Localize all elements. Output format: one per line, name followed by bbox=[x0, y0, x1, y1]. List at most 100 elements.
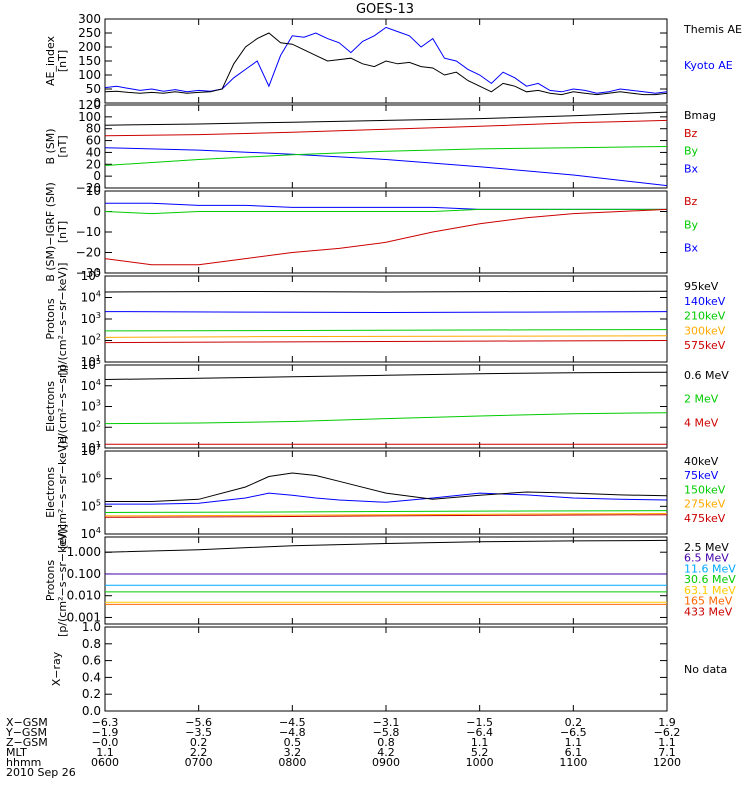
y-tick-label: 101 bbox=[81, 354, 101, 369]
ephemeris-value: −4.5 bbox=[279, 716, 306, 729]
panel-3: −30 −20 −10 0 10 B (SM)−IGRF (SM)[nT] Bz By Bx bbox=[44, 182, 699, 282]
series-line-bmag bbox=[104, 111, 668, 126]
ephemeris-value: 0.2 bbox=[565, 716, 583, 729]
ephemeris-row-label: MLT bbox=[6, 746, 27, 759]
y-tick-label: 105 bbox=[81, 268, 101, 283]
ephemeris-value: 0900 bbox=[372, 756, 400, 769]
y-axis-label: Protons[p/(cm²−s−sr−keV)] bbox=[44, 524, 69, 637]
ephemeris-value: −5.6 bbox=[185, 716, 212, 729]
legend-entry: Bmag bbox=[684, 109, 716, 122]
ephemeris-value: 0800 bbox=[278, 756, 306, 769]
series-line-bx bbox=[105, 202, 667, 210]
ephemeris-value: −3.1 bbox=[373, 716, 400, 729]
y-axis-label: Electrons[e/(cm²−s−sr−keV)] bbox=[44, 436, 69, 549]
ephemeris-row-label: Z−GSM bbox=[6, 736, 48, 749]
y-tick-label: 0.2 bbox=[82, 687, 101, 701]
panel-5: 101 102 103 104 105 Electrons[e/(cm²−s−sr)] 0.… bbox=[44, 357, 729, 455]
y-tick-label: 100 bbox=[78, 68, 101, 82]
y-tick-label: 102 bbox=[81, 419, 101, 434]
panel-frame bbox=[104, 364, 668, 449]
legend-entry: 210keV bbox=[684, 310, 726, 323]
y-tick-label: 0.6 bbox=[82, 654, 101, 668]
y-tick-label: 101 bbox=[81, 440, 101, 455]
legend-entry: Bx bbox=[684, 162, 699, 175]
y-tick-label: 250 bbox=[78, 26, 101, 40]
no-data-note: No data bbox=[684, 663, 727, 676]
y-tick-label: 103 bbox=[81, 311, 101, 326]
ephemeris-value: 1100 bbox=[559, 756, 587, 769]
series-line-40kev bbox=[105, 472, 668, 502]
y-tick-label: 107 bbox=[81, 443, 101, 458]
legend-entry: 575keV bbox=[684, 339, 726, 352]
ephemeris-value: 0.2 bbox=[190, 736, 208, 749]
y-axis-label: AE_index[nT] bbox=[44, 35, 69, 86]
y-tick-label: 120 bbox=[78, 98, 101, 112]
legend-entry: Kyoto AE bbox=[684, 59, 733, 72]
ephemeris-row-label: Y−GSM bbox=[5, 726, 47, 739]
y-axis-label: Protons[p/(cm²−s−sr−keV)] bbox=[44, 263, 69, 376]
series-line-275kev bbox=[104, 513, 668, 517]
y-tick-label: 100 bbox=[78, 110, 101, 124]
legend-entry: 433 MeV bbox=[684, 605, 733, 618]
ephemeris-value: 4.2 bbox=[377, 746, 395, 759]
series-line-by bbox=[104, 146, 668, 166]
series-line-bz bbox=[104, 119, 668, 137]
panel-7: 0.001 0.010 0.100 1.000Protons[p/(cm²−s−sr−… bbox=[44, 524, 736, 637]
ephemeris-value: −6.3 bbox=[92, 716, 119, 729]
y-tick-label: 1.0 bbox=[82, 620, 101, 634]
legend-entry: Bz bbox=[684, 195, 698, 208]
y-tick-label: 40 bbox=[86, 145, 101, 159]
y-tick-label: −20 bbox=[76, 246, 101, 260]
ephemeris-value: 1.1 bbox=[565, 736, 583, 749]
panel-8: 0.0 0.2 0.4 0.6 0.8 1.0 X−ray No data bbox=[50, 620, 727, 718]
ephemeris-value: −5.8 bbox=[373, 726, 400, 739]
ephemeris-row-label: hhmm bbox=[6, 756, 41, 769]
y-tick-label: 150 bbox=[78, 54, 101, 68]
legend-entry: 2 MeV bbox=[684, 393, 719, 406]
ephemeris-value: −4.8 bbox=[279, 726, 306, 739]
series-line-bx bbox=[104, 147, 668, 187]
ephemeris-value: 0600 bbox=[91, 756, 119, 769]
ephemeris-value: 1.9 bbox=[658, 716, 676, 729]
ephemeris-value: −1.5 bbox=[466, 716, 493, 729]
ephemeris-value: 0700 bbox=[185, 756, 213, 769]
panel-6: 104 105 106 107 Electrons[e/(cm²−s−sr−keV)] 4… bbox=[44, 436, 726, 549]
legend-entry: 40keV bbox=[684, 455, 719, 468]
ephemeris-value: 1000 bbox=[466, 756, 494, 769]
ephemeris-value: −0.0 bbox=[92, 736, 119, 749]
legend-entry: 165 MeV bbox=[684, 595, 733, 608]
y-tick-label: 300 bbox=[78, 12, 101, 26]
series-line-bz bbox=[104, 208, 668, 266]
y-tick-label: 0 bbox=[93, 169, 101, 183]
ephemeris-value: 0.5 bbox=[284, 736, 302, 749]
series-line-140kev bbox=[104, 311, 668, 314]
legend-entry: Themis AE bbox=[683, 23, 742, 36]
legend-entry: 275keV bbox=[684, 498, 726, 511]
legend-entry: Bx bbox=[684, 242, 699, 255]
y-tick-label: 20 bbox=[86, 157, 101, 171]
y-tick-label: 105 bbox=[81, 357, 101, 372]
y-tick-label: 103 bbox=[81, 399, 101, 414]
y-tick-label: 0.100 bbox=[67, 567, 101, 581]
y-tick-label: −30 bbox=[76, 266, 101, 280]
y-tick-label: −10 bbox=[76, 225, 101, 239]
ephemeris-row-label: X−GSM bbox=[6, 716, 48, 729]
legend-entry: By bbox=[684, 145, 699, 158]
panel-frame bbox=[104, 190, 668, 274]
legend-entry: 75keV bbox=[684, 469, 719, 482]
y-tick-label: 60 bbox=[86, 134, 101, 148]
series-line-by bbox=[104, 208, 667, 215]
legend-entry: 475keV bbox=[684, 512, 726, 525]
y-tick-label: 200 bbox=[78, 40, 101, 54]
ephemeris-value: −6.5 bbox=[560, 726, 587, 739]
ephemeris-value: 1.1 bbox=[96, 746, 114, 759]
y-tick-label: 80 bbox=[86, 122, 101, 136]
series-line-themis-ae bbox=[104, 32, 668, 96]
ephemeris-value: −6.4 bbox=[466, 726, 493, 739]
y-tick-label: 0 bbox=[93, 96, 101, 110]
legend-entry: 30.6 MeV bbox=[684, 573, 736, 586]
y-tick-label: 50 bbox=[86, 82, 101, 96]
